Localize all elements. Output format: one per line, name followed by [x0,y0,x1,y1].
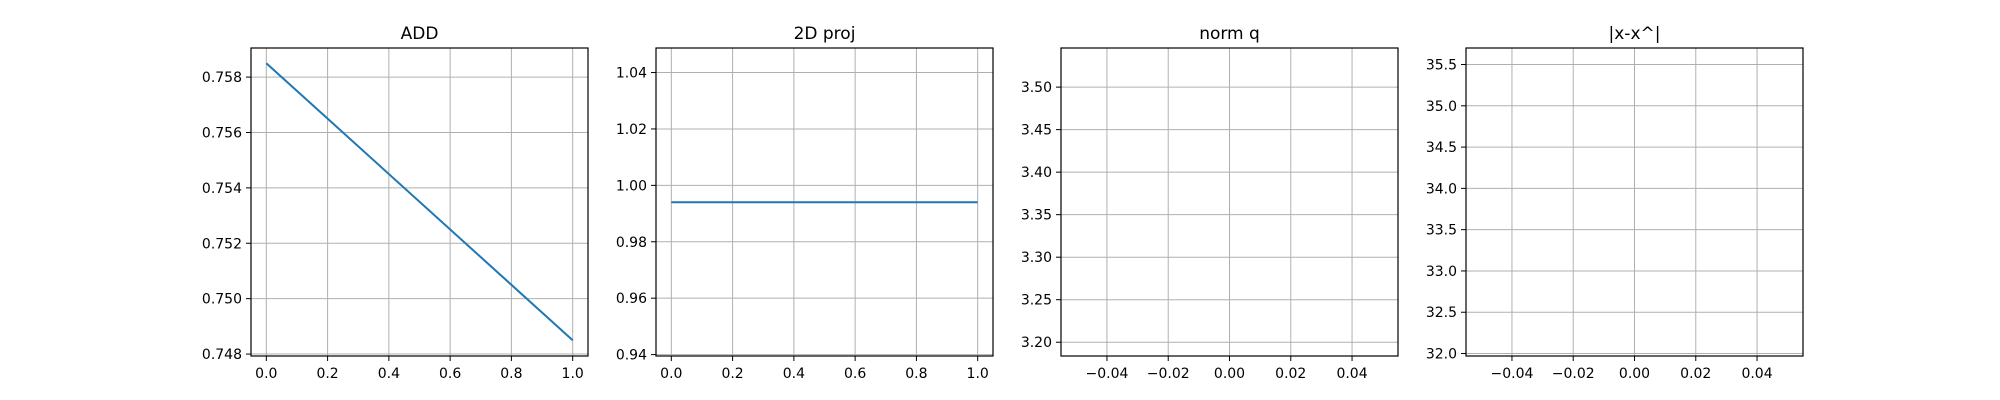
y-tick-label: 3.40 [1021,165,1052,181]
x-tick-label: 0.00 [1619,366,1650,382]
y-tick-label: 3.30 [1021,250,1052,266]
x-tick-label: 0.04 [1741,366,1772,382]
x-tick-label: 0.2 [721,366,743,382]
y-tick-label: 35.5 [1426,58,1457,74]
x-tick-label: 0.02 [1680,366,1711,382]
x-tick-label: 0.00 [1214,366,1245,382]
y-tick-label: 35.0 [1426,99,1457,115]
y-tick-label: 32.5 [1426,305,1457,321]
subplot-1: 0.0 0.2 0.4 0.6 0.8 1.0 0.748 0.750 0.752 0.754 0.… [202,24,589,382]
subplot-title: ADD [401,24,439,44]
y-tick-label: 0.750 [202,292,242,308]
y-tick-label: 0.98 [616,235,647,251]
subplot-title: norm q [1199,24,1260,44]
subplot-3: −0.04 −0.02 0.00 0.02 0.04 3.20 3.25 3.30 3.35 3.… [1021,24,1399,382]
y-tick-label: 1.00 [616,178,647,194]
x-tick-label: 0.04 [1336,366,1367,382]
y-tick-label: 34.0 [1426,181,1457,197]
x-tick-label: 0.4 [378,366,400,382]
y-tick-label: 32.0 [1426,347,1457,363]
x-tick-label: −0.02 [1552,366,1595,382]
x-tick-label: 0.6 [439,366,461,382]
y-tick-label: 3.50 [1021,80,1052,96]
axes-frame [655,47,994,357]
x-tick-label: 0.8 [500,366,522,382]
series-line [265,62,574,341]
y-tick-label: 3.20 [1021,335,1052,351]
y-tick-label: 0.758 [202,70,242,86]
subplot-4: −0.04 −0.02 0.00 0.02 0.04 32.0 32.5 33.0 33.5 34… [1426,24,1804,382]
x-tick-label: 0.02 [1275,366,1306,382]
y-tick-label: 3.45 [1021,123,1052,139]
subplot-title: 2D proj [794,24,856,44]
x-tick-label: 0.4 [783,366,805,382]
y-tick-label: 3.35 [1021,208,1052,224]
y-tick-label: 1.04 [616,66,647,82]
x-tick-label: −0.04 [1086,366,1129,382]
y-tick-label: 3.25 [1021,293,1052,309]
x-tick-label: 0.0 [660,366,682,382]
y-tick-label: 33.0 [1426,264,1457,280]
x-tick-label: 1.0 [967,366,989,382]
x-tick-label: 0.6 [844,366,866,382]
x-tick-label: 0.8 [905,366,927,382]
axes-frame [250,47,589,357]
y-tick-label: 34.5 [1426,140,1457,156]
y-tick-label: 33.5 [1426,223,1457,239]
y-tick-label: 0.748 [202,347,242,363]
x-tick-label: −0.02 [1147,366,1190,382]
x-tick-label: 1.0 [562,366,584,382]
subplot-2: 0.0 0.2 0.4 0.6 0.8 1.0 0.94 0.96 0.98 1.00 1.02 1.… [616,24,994,382]
subplot-title: |x-x^| [1609,24,1661,44]
y-tick-label: 0.756 [202,125,242,141]
y-tick-label: 0.752 [202,236,242,252]
x-tick-label: 0.0 [255,366,277,382]
y-tick-label: 1.02 [616,122,647,138]
x-tick-label: −0.04 [1491,366,1534,382]
y-tick-label: 0.96 [616,291,647,307]
y-tick-label: 0.94 [616,348,647,364]
y-tick-label: 0.754 [202,181,242,197]
x-tick-label: 0.2 [316,366,338,382]
